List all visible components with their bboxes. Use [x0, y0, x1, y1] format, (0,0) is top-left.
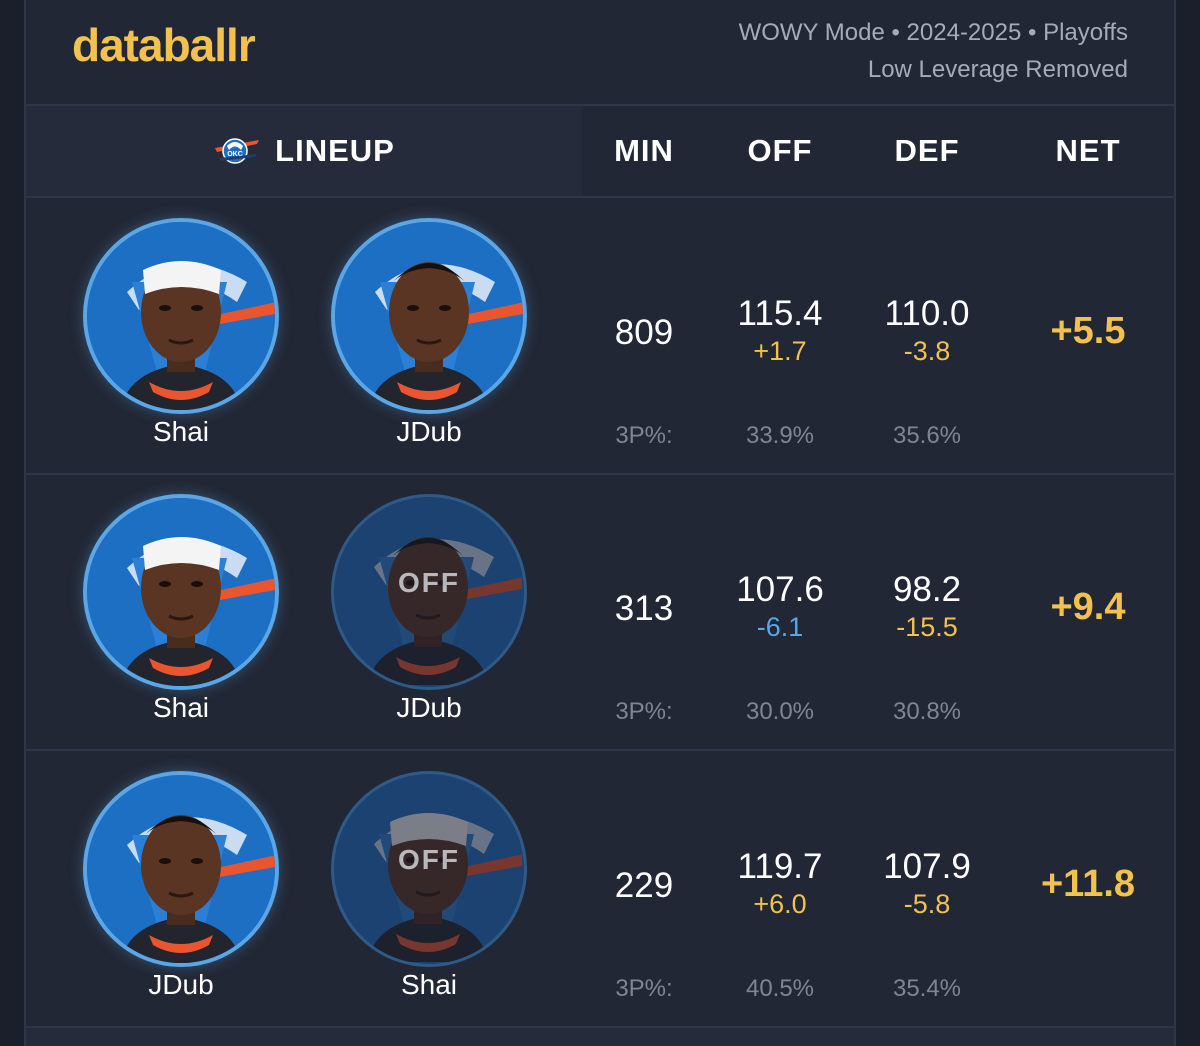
player-avatar: OFF [331, 494, 527, 690]
off-three-point-pct: 40.5% [745, 975, 815, 1002]
player-avatar [83, 771, 279, 967]
net-rating-value: +11.8 [1040, 863, 1136, 905]
off-rating-value: 119.7 [737, 847, 823, 886]
def-rating-value: 110.0 [884, 294, 970, 333]
def-rating-delta: -15.5 [896, 612, 958, 642]
player-avatar: OFF [331, 771, 527, 967]
table-header: OKC LINEUP MIN OFF DEF NET [26, 106, 1174, 198]
svg-text:OKC: OKC [227, 151, 243, 158]
player-name: JDub [396, 692, 462, 723]
filter-summary: WOWY Mode • 2024-2025 • Playoffs Low Lev… [739, 14, 1128, 88]
minutes-value: 229 [614, 866, 674, 905]
player-name: Shai [400, 969, 458, 1000]
off-overlay [334, 774, 524, 964]
def-rating-cell: 110.0 -3.8 [847, 294, 1007, 368]
off-rating-cell: 115.4 +1.7 [700, 294, 860, 368]
net-rating-value: +5.5 [1050, 310, 1126, 352]
player-card[interactable]: Shai [83, 494, 279, 734]
player-card[interactable]: OFF JDub [331, 494, 527, 734]
def-rating-cell: 98.2 -15.5 [847, 570, 1007, 644]
player-avatar [83, 494, 279, 690]
off-three-point-pct: 33.9% [745, 422, 815, 449]
three-point-label: 3P%: [615, 422, 673, 449]
lineup-row[interactable]: JDub OFF Shai 229 119.7 +6.0 107.9 -5.8 +11.8 3P%… [26, 751, 1174, 1028]
top-bar: databallr WOWY Mode • 2024-2025 • Playof… [26, 0, 1174, 106]
lineup-column-header[interactable]: OKC LINEUP [26, 106, 582, 196]
player-name: Shai [152, 692, 210, 723]
net-rating-value: +9.4 [1050, 586, 1126, 628]
minutes-value: 313 [614, 589, 674, 628]
player-card[interactable]: JDub [83, 771, 279, 1011]
headband-player-avatar [87, 498, 275, 686]
def-three-point-pct: 35.4% [892, 975, 962, 1002]
player-avatar [83, 218, 279, 414]
def-three-point-pct: 30.8% [892, 698, 962, 725]
lineup-header-label: LINEUP [275, 133, 395, 168]
headband-player-avatar [87, 222, 275, 410]
three-point-label: 3P%: [615, 698, 673, 725]
mode-season-label: WOWY Mode • 2024-2025 • Playoffs [738, 19, 1128, 46]
def-three-point-pct: 35.6% [892, 422, 962, 449]
off-rating-cell: 119.7 +6.0 [700, 847, 860, 921]
brand-logo[interactable]: databallr [72, 19, 256, 71]
lineup-row[interactable]: Shai OFF JDub 313 107.6 -6.1 98.2 -15.5 +9.4 3P%:… [26, 474, 1174, 751]
def-rating-delta: -3.8 [903, 336, 951, 366]
player-avatar [87, 775, 275, 963]
three-point-label: 3P%: [615, 975, 673, 1002]
off-rating-value: 115.4 [737, 294, 823, 333]
player-card[interactable]: OFF Shai [331, 771, 527, 1011]
off-overlay [334, 497, 524, 687]
player-card[interactable]: Shai [83, 218, 279, 458]
def-rating-delta: -5.8 [903, 889, 951, 919]
def-rating-value: 98.2 [892, 570, 962, 609]
off-rating-value: 107.6 [736, 570, 824, 609]
min-column-header[interactable]: MIN [614, 133, 674, 168]
off-column-header[interactable]: OFF [747, 133, 813, 168]
off-three-point-pct: 30.0% [745, 698, 815, 725]
leverage-label: Low Leverage Removed [867, 56, 1128, 83]
off-rating-delta: +1.7 [753, 336, 807, 366]
def-rating-cell: 107.9 -5.8 [847, 847, 1007, 921]
def-column-header[interactable]: DEF [894, 133, 960, 168]
player-name: JDub [148, 969, 214, 1000]
off-rating-delta: +6.0 [753, 889, 807, 919]
player-avatar [331, 218, 527, 414]
lineup-row[interactable]: Shai JDub 809 115.4 +1.7 110.0 -3.8 +5.5 3P%: 33.… [26, 198, 1174, 475]
off-court-label: OFF [398, 844, 460, 875]
player-avatar [335, 222, 523, 410]
off-court-label: OFF [398, 567, 460, 598]
player-name: JDub [396, 416, 462, 447]
player-card[interactable]: JDub [331, 218, 527, 458]
net-column-header[interactable]: NET [1055, 133, 1121, 168]
off-rating-delta: -6.1 [756, 612, 804, 642]
player-name: Shai [152, 416, 210, 447]
minutes-value: 809 [614, 313, 674, 352]
okc-thunder-logo-icon: OKC [215, 138, 260, 164]
off-rating-cell: 107.6 -6.1 [700, 570, 860, 644]
wowy-card: databallr WOWY Mode • 2024-2025 • Playof… [24, 0, 1176, 1046]
next-row-edge [26, 1028, 1174, 1046]
def-rating-value: 107.9 [883, 847, 971, 886]
